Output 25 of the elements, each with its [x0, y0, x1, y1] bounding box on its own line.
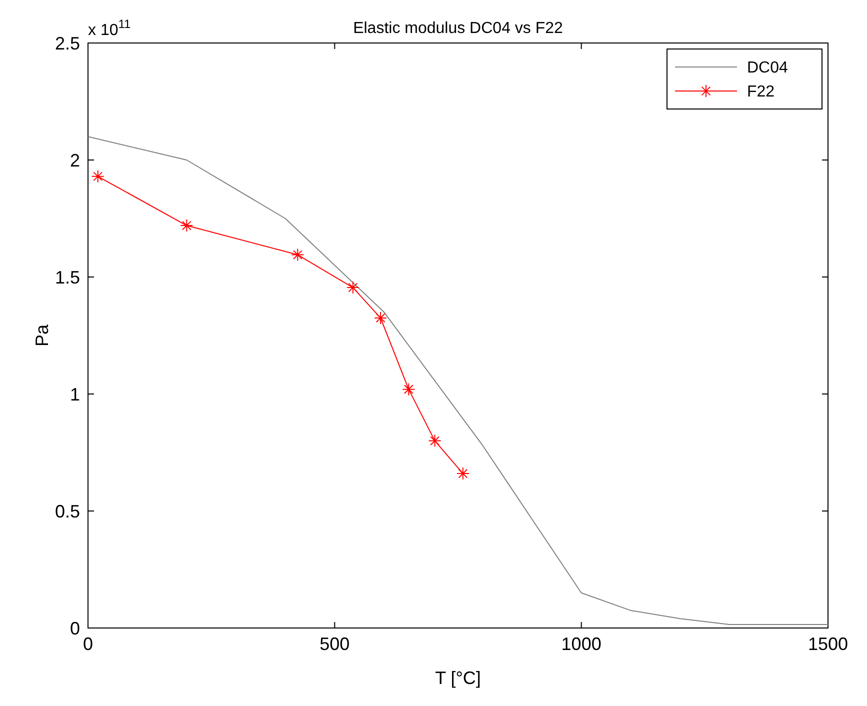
- point: [428, 434, 442, 448]
- point: [91, 170, 104, 183]
- point: [180, 219, 194, 232]
- y-tick-label: 2: [70, 150, 80, 170]
- point: [346, 281, 360, 294]
- x-tick-label: 500: [320, 634, 350, 654]
- x-tick-label: 0: [82, 634, 94, 654]
- point: [456, 467, 470, 480]
- text: x 10$^{11}$: [88, 17, 132, 39]
- point: [374, 311, 388, 324]
- line-series: [88, 136, 828, 625]
- point: [402, 382, 416, 396]
- y-tick-label: 0.5: [54, 501, 80, 522]
- legend-label: DC04: [747, 60, 788, 77]
- x-axis-title: T [°C]: [435, 668, 481, 688]
- y-tick-label: 1.5: [54, 267, 80, 288]
- y-tick-label: 2.5: [54, 33, 80, 54]
- y-tick-label: 1: [70, 384, 80, 404]
- x-tick-label: 1500: [808, 634, 848, 654]
- y-tick-label: 0: [70, 618, 80, 638]
- y-axis-title: Pa: [32, 324, 52, 347]
- x-tick-label: 1000: [561, 634, 602, 654]
- legend-label: F22: [747, 84, 775, 101]
- point: [291, 248, 304, 262]
- chart-title: Elastic modulus DC04 vs F22: [353, 20, 564, 37]
